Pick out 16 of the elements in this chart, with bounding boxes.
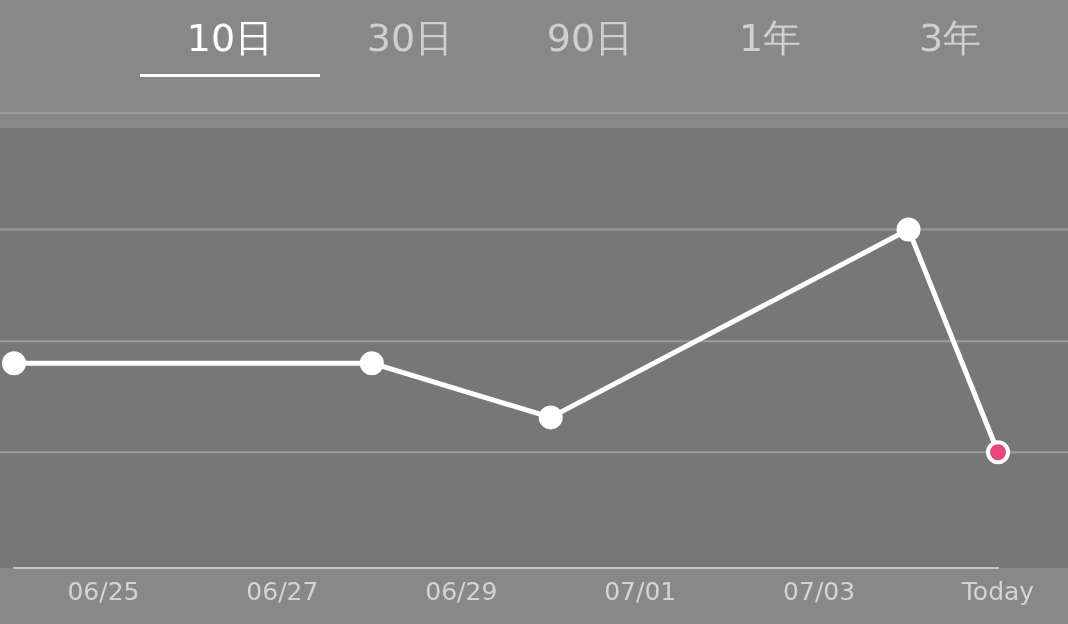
point — [986, 440, 1010, 465]
x-tick-label: 07/01 — [604, 576, 677, 606]
text: 10日 — [186, 16, 274, 60]
text: 90日 — [546, 16, 634, 60]
text: 30日 — [366, 16, 454, 60]
point — [2, 351, 26, 376]
point — [896, 217, 921, 242]
x-tick-label: 07/03 — [783, 576, 856, 606]
x-tick-label: 06/29 — [425, 576, 498, 606]
point — [538, 405, 563, 430]
text: 1年 — [738, 16, 802, 60]
x-tick-label: 06/25 — [67, 576, 140, 606]
point — [359, 351, 384, 376]
x-tick-label: Today — [960, 576, 1035, 606]
text: 3年 — [918, 16, 982, 60]
x-tick-label: 06/27 — [246, 576, 319, 606]
